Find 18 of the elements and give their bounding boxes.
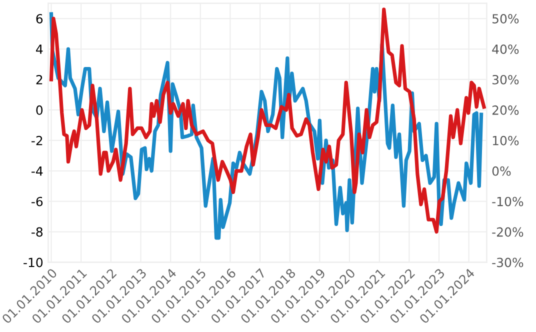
y-tick-label: -8: [32, 227, 43, 237]
y-tick-label: -2: [32, 136, 42, 146]
y-tick-label: -6: [32, 196, 43, 206]
y2-tick-label: -30%: [492, 258, 524, 268]
y-tick-label: 0: [36, 105, 43, 115]
y2-tick-label: 50%: [492, 14, 519, 24]
y2-tick-label: 30%: [492, 74, 519, 84]
y2-tick-label: -20%: [492, 227, 524, 237]
y2-tick-label: 20%: [492, 105, 519, 115]
y-tick-label: 2: [36, 74, 42, 84]
y-tick-label: -10: [24, 258, 43, 268]
y2-tick-label: -10%: [492, 196, 524, 206]
y-tick-label: -4: [32, 166, 43, 176]
y2-tick-label: 10%: [492, 136, 519, 146]
y-tick-label: 4: [36, 44, 43, 54]
y2-tick-label: 0%: [492, 166, 511, 176]
y-tick-label: 6: [36, 14, 43, 24]
y2-tick-label: 40%: [492, 44, 519, 54]
